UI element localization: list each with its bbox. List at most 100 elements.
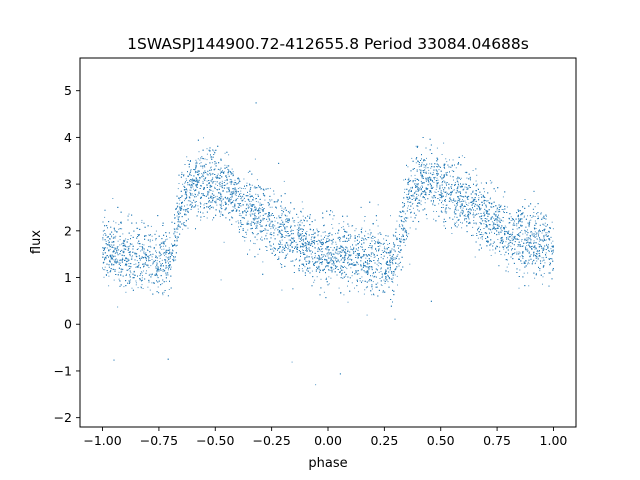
data-point [130, 235, 132, 237]
data-point [214, 186, 216, 188]
data-point [420, 173, 422, 174]
data-point [399, 224, 400, 226]
data-point [121, 243, 123, 245]
data-point [544, 262, 546, 264]
data-point [549, 262, 551, 264]
data-point [525, 242, 527, 244]
data-point [274, 229, 276, 231]
data-point [247, 171, 249, 173]
data-point [210, 167, 211, 169]
data-point [417, 209, 419, 211]
data-point [118, 228, 120, 230]
data-point [365, 287, 367, 289]
data-point [347, 249, 349, 251]
data-point [510, 220, 512, 221]
data-point [345, 275, 347, 277]
data-point [449, 159, 450, 161]
data-point [281, 289, 283, 291]
data-point [156, 252, 157, 254]
data-point [441, 193, 443, 195]
data-point [206, 185, 208, 187]
data-point [269, 225, 270, 227]
data-point [404, 213, 406, 215]
data-point [548, 244, 549, 246]
data-point [415, 162, 417, 164]
data-point [113, 247, 115, 249]
data-point [345, 266, 347, 268]
data-point [414, 183, 416, 185]
data-point [249, 190, 251, 192]
data-point [449, 197, 451, 199]
data-point [211, 201, 213, 203]
data-point [303, 250, 304, 251]
data-point [409, 201, 410, 203]
data-point [390, 250, 392, 252]
data-point [443, 180, 445, 182]
data-point [400, 238, 402, 240]
data-point [419, 195, 421, 197]
data-point [489, 228, 491, 230]
data-point [514, 252, 516, 254]
data-point [301, 240, 302, 241]
data-point [143, 252, 145, 254]
data-point [367, 263, 369, 265]
data-point [416, 169, 418, 171]
data-point [368, 263, 370, 265]
data-point [177, 228, 179, 230]
data-point [454, 210, 456, 212]
data-point [436, 147, 438, 149]
data-point [502, 227, 504, 229]
data-point [115, 222, 117, 224]
data-point [223, 171, 225, 173]
data-point [495, 228, 497, 230]
data-point [436, 166, 437, 167]
data-point [456, 202, 458, 204]
data-point [173, 232, 175, 234]
data-point [188, 208, 189, 209]
data-point [231, 195, 233, 197]
data-point [536, 235, 538, 237]
data-point [110, 258, 112, 260]
data-point [184, 200, 185, 202]
data-point [157, 286, 159, 288]
data-point [534, 242, 536, 244]
data-point [285, 219, 286, 221]
data-point [381, 285, 383, 286]
data-point [140, 250, 142, 252]
data-point [426, 157, 427, 159]
data-point [234, 207, 236, 209]
data-point [176, 206, 178, 208]
data-point [452, 159, 454, 161]
data-point [501, 230, 503, 232]
data-point [227, 182, 229, 184]
data-point [200, 162, 202, 164]
data-point [454, 182, 456, 184]
data-point [189, 179, 190, 181]
data-point [506, 206, 508, 208]
data-point [359, 280, 361, 282]
data-point [281, 234, 283, 236]
data-point [353, 246, 355, 248]
data-point [474, 256, 476, 258]
data-point [511, 237, 513, 239]
data-point [198, 173, 200, 175]
data-point [278, 226, 280, 227]
data-point [446, 211, 448, 213]
data-point [441, 154, 443, 155]
data-point [363, 262, 365, 264]
data-point [171, 243, 172, 245]
data-point [322, 231, 324, 233]
data-point [350, 267, 352, 269]
data-point [356, 270, 358, 272]
data-point [372, 252, 374, 254]
data-point [186, 204, 188, 206]
data-point [535, 262, 536, 264]
data-point [436, 171, 438, 173]
data-point [176, 244, 178, 246]
data-point [395, 267, 397, 269]
data-point [341, 258, 342, 260]
data-point [201, 173, 203, 175]
data-point [333, 268, 335, 270]
data-point [247, 206, 249, 208]
data-point [148, 255, 150, 257]
